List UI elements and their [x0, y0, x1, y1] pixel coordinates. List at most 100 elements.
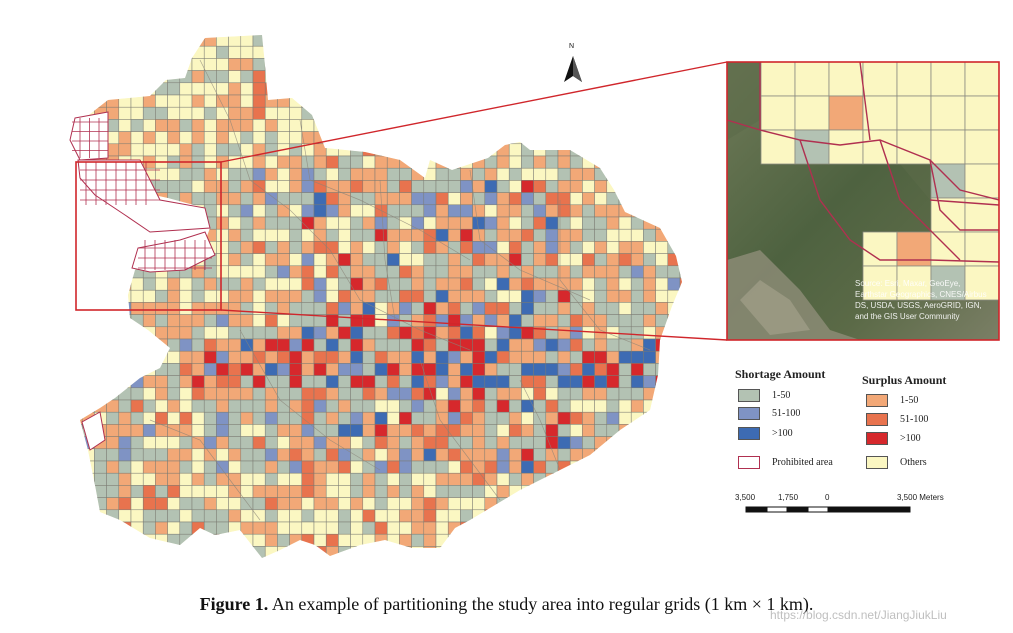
- grid-cell: [569, 350, 583, 364]
- grid-cell: [191, 106, 205, 120]
- grid-cell: [75, 546, 83, 558]
- grid-cell: [277, 119, 290, 132]
- grid-cell: [75, 424, 83, 437]
- grid-cell: [106, 472, 120, 486]
- grid-cell: [106, 302, 120, 315]
- grid-cell: [606, 411, 620, 425]
- grid-cell: [643, 180, 656, 193]
- grid-cell: [508, 338, 522, 352]
- grid-cell: [313, 326, 327, 340]
- grid-cell: [277, 35, 290, 47]
- grid-cell: [582, 326, 595, 340]
- grid-cell: [533, 460, 547, 474]
- grid-cell: [142, 131, 156, 145]
- grid-cell: [75, 497, 83, 511]
- grid-cell: [460, 436, 473, 450]
- grid-cell: [618, 204, 632, 218]
- grid-cell: [191, 350, 205, 364]
- grid-cell: [533, 82, 547, 96]
- grid-cell: [435, 82, 449, 96]
- grid-cell: [508, 180, 522, 193]
- grid-cell: [667, 411, 681, 425]
- grid-cell: [545, 35, 559, 47]
- grid-cell: [435, 399, 449, 413]
- grid-cell: [484, 326, 498, 340]
- grid-cell: [533, 509, 547, 523]
- grid-cell: [447, 436, 461, 450]
- grid-cell: [106, 460, 120, 474]
- grid-cell: [81, 253, 95, 267]
- grid-cell: [569, 277, 583, 291]
- grid-cell: [75, 448, 83, 462]
- grid-cell: [203, 326, 217, 340]
- grid-cell: [435, 509, 449, 523]
- grid-cell: [191, 399, 205, 413]
- grid-cell: [142, 375, 156, 389]
- grid-cell: [447, 167, 461, 181]
- grid-cell: [447, 497, 461, 511]
- grid-cell: [94, 82, 107, 96]
- grid-cell: [119, 559, 131, 571]
- grid-cell: [252, 155, 266, 169]
- grid-cell: [374, 70, 388, 84]
- grid-cell: [484, 70, 498, 84]
- grid-cell: [643, 350, 656, 364]
- grid-cell: [81, 448, 95, 462]
- grid-cell: [545, 350, 559, 364]
- grid-cell: [155, 559, 167, 571]
- grid-cell: [252, 58, 266, 71]
- grid-cell: [423, 472, 437, 486]
- grid-cell: [569, 155, 583, 169]
- grid-cell: [301, 180, 315, 193]
- grid-cell: [423, 533, 437, 547]
- grid-cell: [667, 350, 681, 364]
- grid-cell: [630, 289, 644, 303]
- grid-cell: [264, 253, 278, 267]
- grid-cell: [179, 131, 193, 145]
- grid-cell: [277, 167, 290, 181]
- grid-cell: [423, 204, 437, 218]
- grid-cell: [118, 350, 132, 364]
- grid-cell: [484, 253, 498, 267]
- grid-cell: [679, 424, 682, 437]
- grid-cell: [264, 70, 278, 84]
- grid-cell: [472, 326, 486, 340]
- grid-cell: [679, 497, 682, 511]
- grid-cell: [167, 35, 181, 47]
- grid-cell: [228, 204, 242, 218]
- grid-cell: [155, 533, 168, 547]
- grid-cell: [94, 559, 106, 571]
- grid-cell: [75, 472, 83, 486]
- grid-cell: [325, 143, 339, 157]
- grid-cell: [545, 216, 559, 230]
- grid-cell: [435, 387, 449, 401]
- grid-cell: [496, 338, 510, 352]
- grid-cell: [484, 45, 498, 59]
- grid-cell: [216, 70, 229, 84]
- grid-cell: [386, 45, 400, 59]
- grid-cell: [325, 94, 339, 108]
- grid-cell: [557, 289, 571, 303]
- grid-cell: [81, 375, 95, 389]
- grid-cell: [460, 533, 473, 547]
- grid-cell: [167, 533, 181, 547]
- grid-cell: [508, 253, 522, 267]
- grid-cell: [191, 45, 205, 59]
- grid-cell: [472, 106, 486, 120]
- grid-cell: [155, 472, 168, 486]
- grid-cell: [216, 143, 229, 157]
- grid-cell: [106, 82, 120, 96]
- grid-cell: [655, 326, 669, 340]
- grid-cell: [655, 167, 669, 181]
- grid-cell: [313, 216, 327, 230]
- grid-cell: [472, 241, 486, 254]
- grid-cell: [179, 119, 193, 132]
- grid-cell: [130, 460, 144, 474]
- grid-cell: [289, 350, 303, 364]
- grid-cell: [386, 180, 400, 193]
- grid-cell: [374, 399, 388, 413]
- grid-cell: [643, 302, 656, 315]
- grid-cell: [313, 533, 327, 547]
- grid-cell: [679, 192, 682, 206]
- grid-cell: [362, 387, 376, 401]
